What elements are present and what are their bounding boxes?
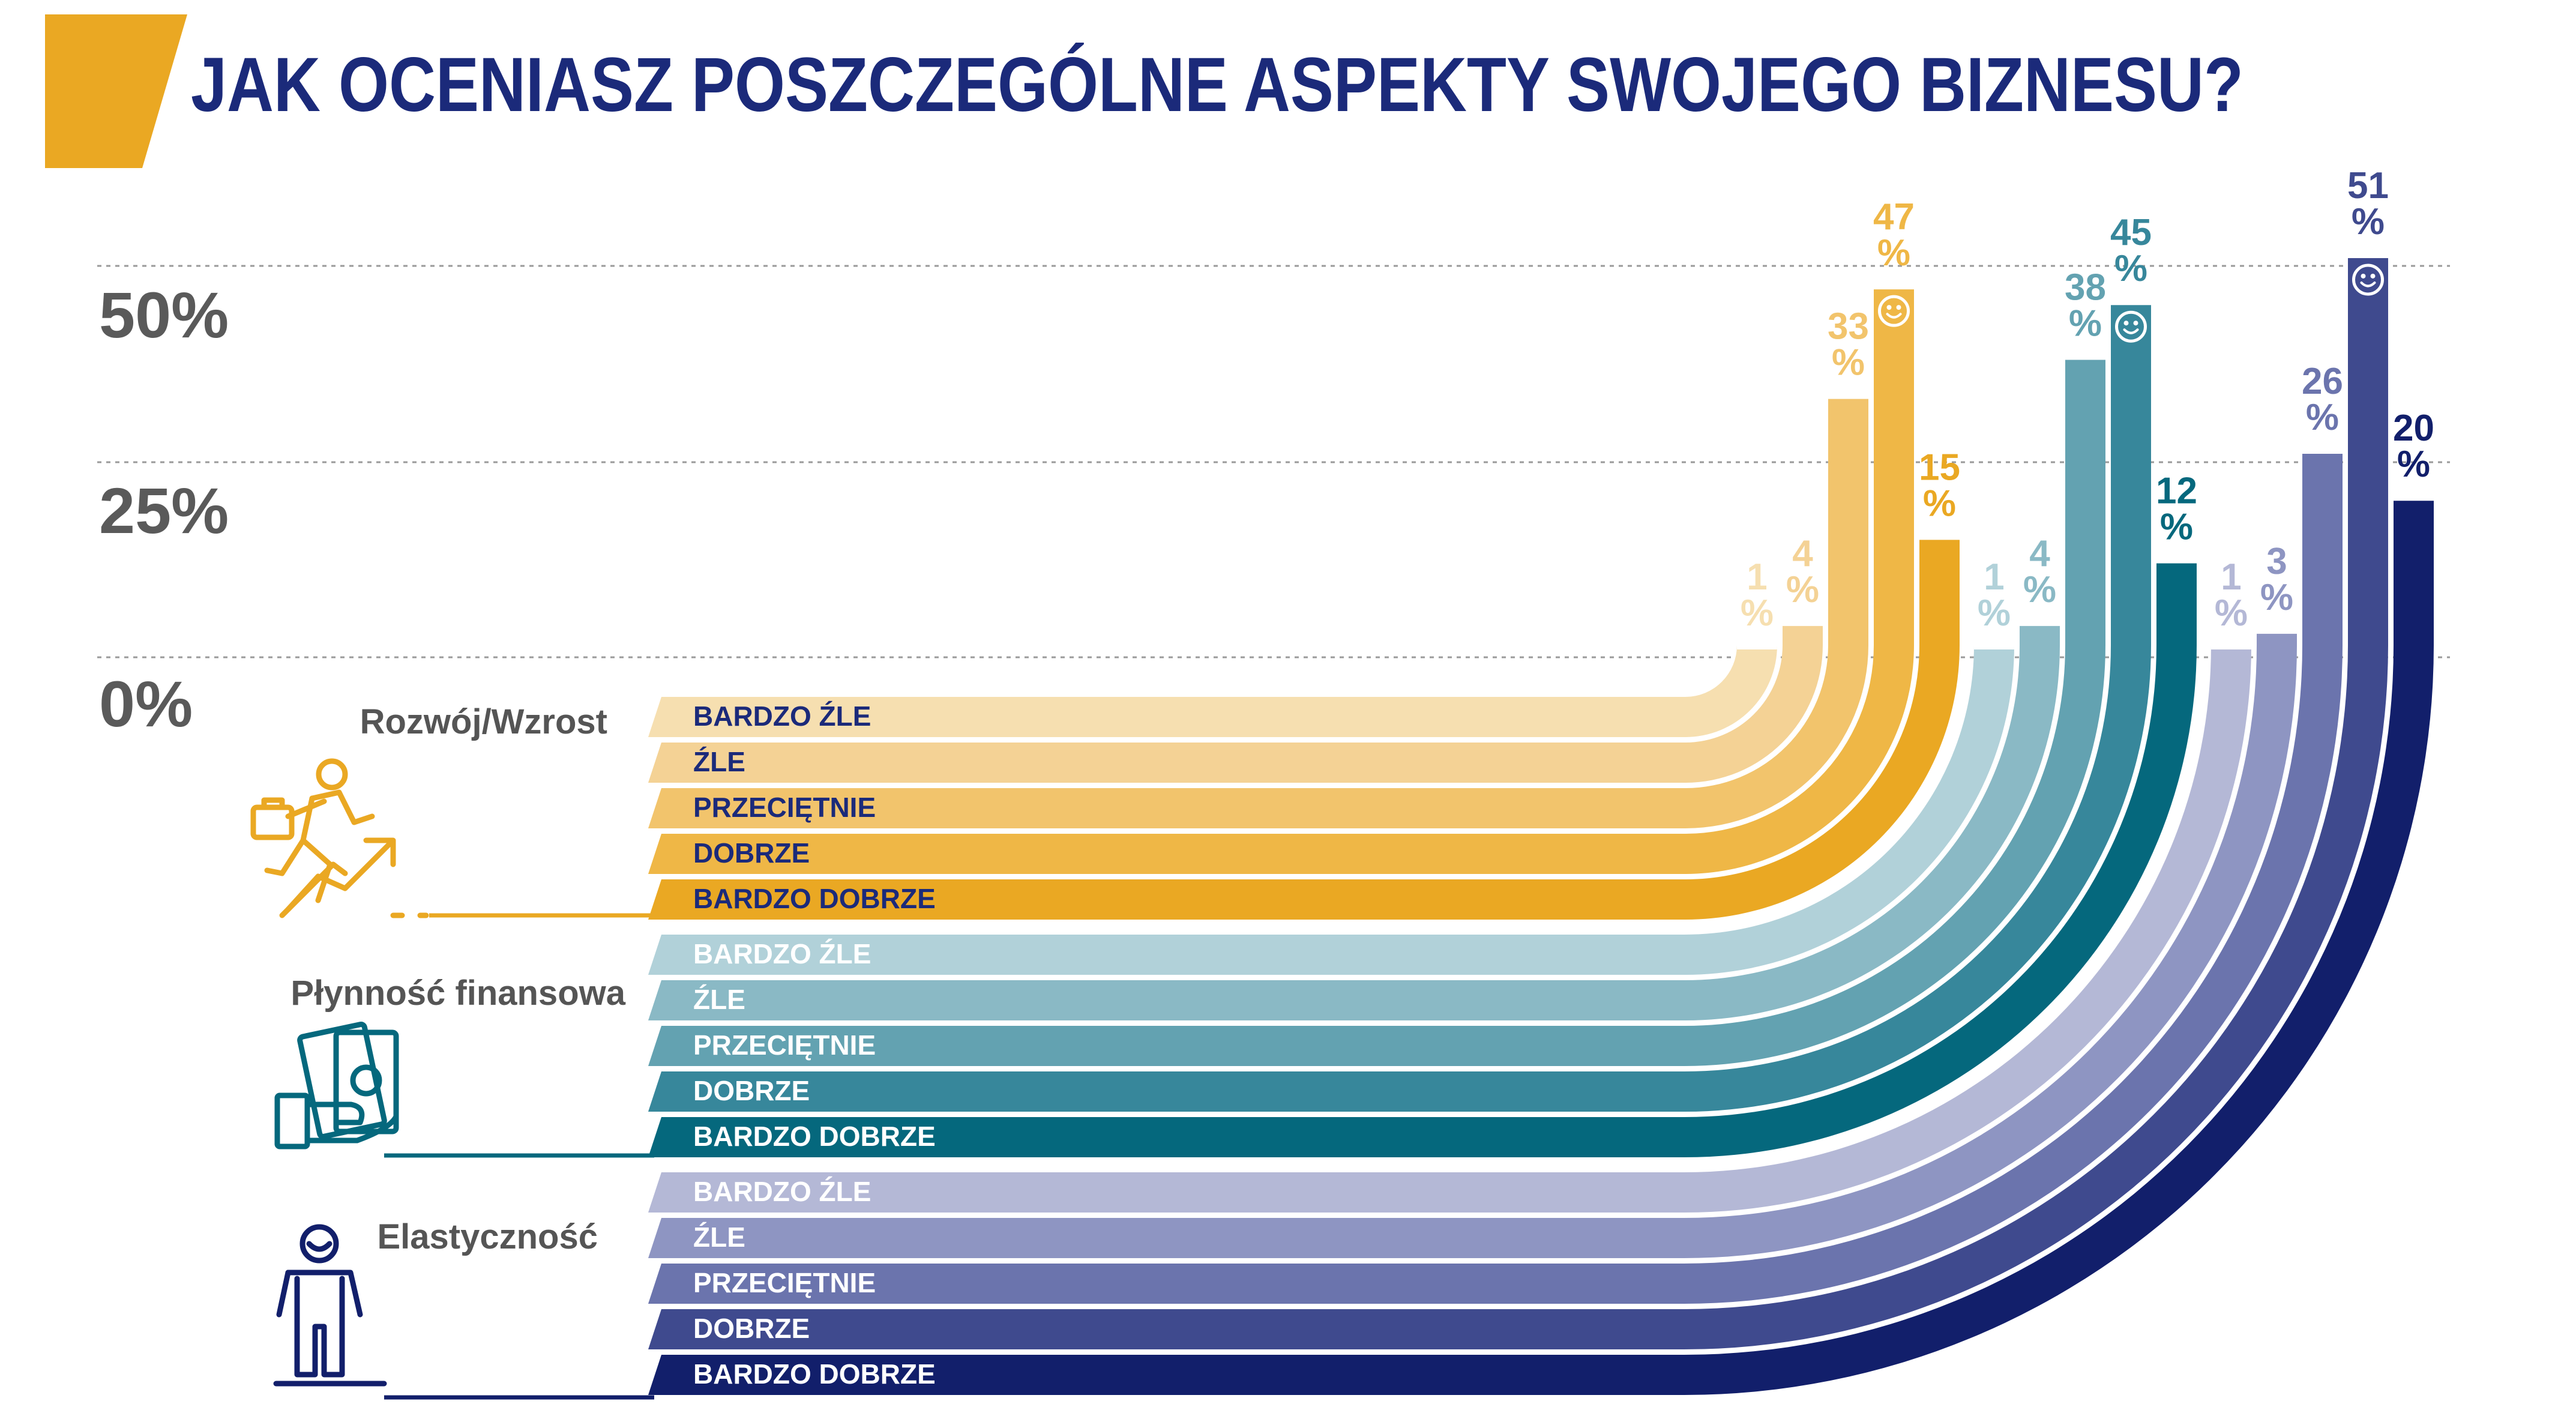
- percent-sign: %: [1832, 342, 1865, 384]
- percent-sign: %: [1923, 483, 1956, 524]
- aspect-label-plynnosc: Płynność finansowa: [290, 974, 625, 1013]
- y-axis: 50% 25% 0%: [99, 279, 229, 740]
- band-rozwo-j-wzrost-z-le: [648, 625, 1823, 783]
- percent-sign: %: [2352, 201, 2385, 243]
- value-labels: 20%51%26%3%1%12%45%38%4%1%15%47%33%4%1%: [1741, 165, 2434, 634]
- y-tick-label: 25%: [99, 474, 229, 547]
- value-label: 20: [2393, 408, 2434, 449]
- y-tick-label: 50%: [99, 279, 229, 351]
- rating-bands: BARDZO DOBRZE DOBRZE PRZECIĘTNIE ŹLE BARDZO …: [648, 258, 2434, 1396]
- category-label: ŹLE: [693, 984, 745, 1015]
- category-label: ŹLE: [693, 746, 745, 777]
- smiley-icon: [2352, 264, 2384, 296]
- percent-sign: %: [1786, 569, 1819, 610]
- category-label: DOBRZE: [693, 1075, 810, 1106]
- band-rozwo-j-wzrost-bardzo-z-le: [648, 645, 1777, 737]
- value-label: 15: [1919, 447, 1960, 488]
- category-label: BARDZO ŹLE: [693, 938, 871, 969]
- value-label: 33: [1828, 306, 1869, 348]
- category-label: BARDZO ŹLE: [693, 700, 871, 732]
- value-label: 47: [1873, 196, 1915, 238]
- person-standing-icon: [273, 1224, 387, 1387]
- category-label: DOBRZE: [693, 1313, 810, 1344]
- percent-sign: %: [2114, 248, 2147, 289]
- running-man-growth-icon: [250, 758, 429, 918]
- value-label: 51: [2347, 165, 2389, 206]
- band-rozwo-j-wzrost-przecie-tnie: [648, 399, 1868, 828]
- aspect-labels: Rozwój/Wzrost Płynność finansowa Elastyc…: [290, 702, 625, 1256]
- percent-sign: %: [1978, 592, 2011, 634]
- category-label: BARDZO DOBRZE: [693, 883, 936, 914]
- aspect-label-elastycznosc: Elastyczność: [377, 1217, 598, 1256]
- smiley-icon: [1878, 295, 1910, 327]
- band-p-ynnos-c-finansowa-z-le: [648, 625, 2060, 1020]
- aspect-label-rozwoj: Rozwój/Wzrost: [360, 702, 607, 741]
- value-label: 12: [2156, 471, 2197, 512]
- value-label: 4: [1792, 533, 1813, 574]
- band-p-ynnos-c-finansowa-bardzo-z-le: [648, 645, 2014, 975]
- value-label: 45: [2110, 212, 2152, 253]
- band-rozwo-j-wzrost-dobrze: [648, 289, 1914, 874]
- hand-money-icon: [274, 1022, 399, 1149]
- category-label: ŹLE: [693, 1222, 745, 1253]
- value-label: 4: [2029, 533, 2050, 574]
- value-label: 26: [2302, 361, 2343, 402]
- category-label: BARDZO ŹLE: [693, 1176, 871, 1207]
- percent-sign: %: [2160, 507, 2193, 548]
- percent-sign: %: [2260, 577, 2293, 618]
- percent-sign: %: [2215, 592, 2248, 634]
- value-label: 38: [2065, 267, 2106, 308]
- percent-sign: %: [2397, 444, 2430, 485]
- value-label: 1: [1747, 556, 1767, 598]
- chart-title: JAK OCENIASZ POSZCZEGÓLNE ASPEKTY SWOJEG…: [191, 42, 2243, 128]
- category-label: BARDZO DOBRZE: [693, 1358, 936, 1390]
- y-tick-label: 0%: [99, 667, 193, 740]
- value-label: 1: [1984, 556, 2004, 598]
- category-label: PRZECIĘTNIE: [693, 792, 876, 823]
- category-label: PRZECIĘTNIE: [693, 1029, 876, 1061]
- smiley-icon: [2115, 310, 2147, 343]
- band-rozwo-j-wzrost-bardzo-dobrze: [648, 540, 1960, 920]
- title-accent-shape: [45, 14, 187, 168]
- percent-sign: %: [2306, 397, 2339, 438]
- percent-sign: %: [1877, 232, 1910, 274]
- percent-sign: %: [2069, 303, 2102, 344]
- percent-sign: %: [2023, 569, 2056, 610]
- smileys: [1878, 264, 2384, 343]
- value-label: 1: [2221, 556, 2241, 598]
- percent-sign: %: [1741, 592, 1774, 634]
- value-label: 3: [2266, 541, 2287, 582]
- category-label: BARDZO DOBRZE: [693, 1121, 936, 1152]
- category-label: PRZECIĘTNIE: [693, 1267, 876, 1298]
- category-label: DOBRZE: [693, 837, 810, 869]
